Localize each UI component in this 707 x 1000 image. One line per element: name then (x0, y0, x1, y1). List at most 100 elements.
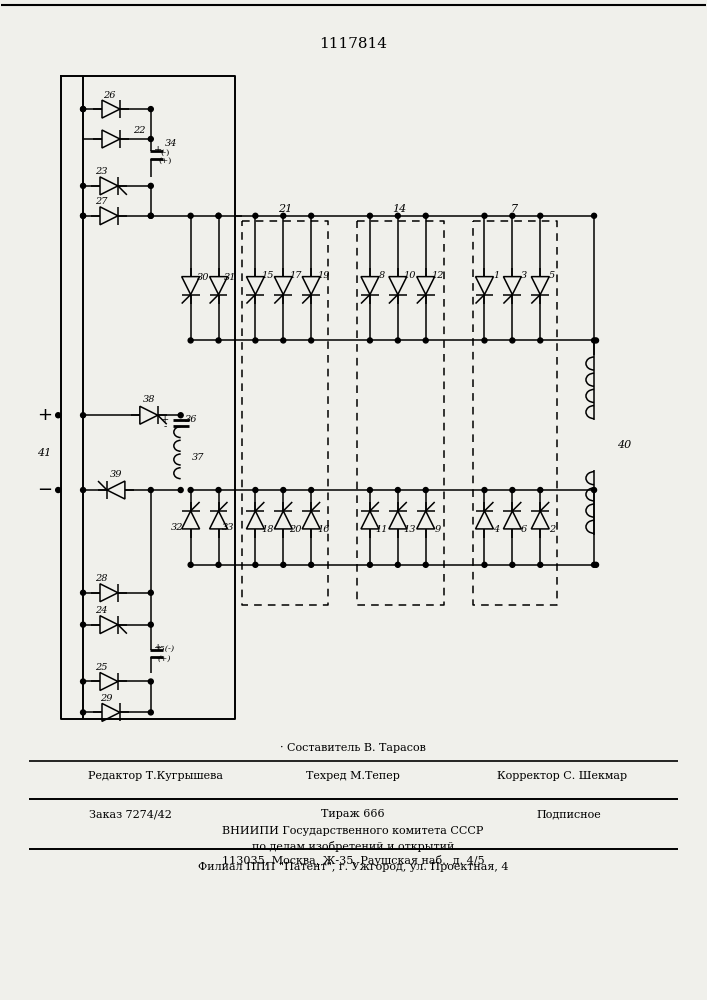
Circle shape (81, 107, 86, 112)
Text: 1117814: 1117814 (319, 37, 387, 51)
Circle shape (395, 213, 400, 218)
Text: 16: 16 (317, 525, 329, 534)
Text: 4: 4 (493, 525, 500, 534)
Circle shape (148, 622, 153, 627)
Circle shape (423, 213, 428, 218)
Circle shape (56, 413, 61, 418)
Circle shape (368, 488, 373, 493)
Text: Подписное: Подписное (537, 809, 602, 819)
Circle shape (148, 710, 153, 715)
Circle shape (538, 488, 543, 493)
Circle shape (368, 338, 373, 343)
Text: +: + (160, 415, 169, 424)
Circle shape (81, 622, 86, 627)
Text: 13: 13 (404, 525, 416, 534)
Circle shape (281, 213, 286, 218)
Text: 36: 36 (185, 415, 197, 424)
Text: 27: 27 (95, 197, 107, 206)
Circle shape (538, 213, 543, 218)
Circle shape (81, 679, 86, 684)
Text: (+): (+) (158, 655, 172, 663)
Circle shape (81, 590, 86, 595)
Circle shape (81, 488, 86, 493)
Circle shape (216, 562, 221, 567)
Text: Заказ 7274/42: Заказ 7274/42 (90, 809, 173, 819)
Circle shape (81, 183, 86, 188)
Text: -: - (156, 654, 159, 663)
Text: · Составитель В. Тарасов: · Составитель В. Тарасов (280, 743, 426, 753)
Circle shape (281, 488, 286, 493)
Circle shape (592, 562, 597, 567)
Text: 8: 8 (379, 271, 385, 280)
Text: 37: 37 (192, 453, 205, 462)
Text: 19: 19 (317, 271, 329, 280)
Circle shape (592, 338, 597, 343)
Circle shape (368, 562, 373, 567)
Text: 21: 21 (278, 204, 293, 214)
Text: 1: 1 (493, 271, 500, 280)
Text: 29: 29 (100, 694, 112, 703)
Text: 24: 24 (95, 606, 107, 615)
Text: Техред М.Тепер: Техред М.Тепер (306, 771, 400, 781)
Text: 6: 6 (521, 525, 527, 534)
Circle shape (148, 213, 153, 218)
Text: 15: 15 (261, 271, 274, 280)
Circle shape (216, 338, 221, 343)
Circle shape (423, 562, 428, 567)
Text: 5: 5 (549, 271, 555, 280)
Text: 26: 26 (103, 91, 115, 100)
Circle shape (309, 488, 314, 493)
Circle shape (309, 338, 314, 343)
Circle shape (148, 183, 153, 188)
Text: 14: 14 (392, 204, 407, 214)
Circle shape (368, 213, 373, 218)
Circle shape (148, 590, 153, 595)
Text: +: + (153, 145, 162, 154)
Circle shape (510, 488, 515, 493)
Circle shape (216, 213, 221, 218)
Circle shape (148, 488, 153, 493)
Circle shape (56, 488, 61, 493)
Circle shape (81, 213, 86, 218)
Circle shape (538, 562, 543, 567)
Circle shape (178, 488, 183, 493)
Text: 12: 12 (431, 271, 444, 280)
Circle shape (482, 213, 487, 218)
Text: 3: 3 (521, 271, 527, 280)
Circle shape (253, 488, 258, 493)
Circle shape (216, 488, 221, 493)
Text: 17: 17 (289, 271, 301, 280)
Circle shape (592, 213, 597, 218)
Text: 11: 11 (375, 525, 388, 534)
Text: по делам изобретений и открытий: по делам изобретений и открытий (252, 841, 454, 852)
Text: 28: 28 (95, 574, 107, 583)
Circle shape (482, 338, 487, 343)
Circle shape (81, 213, 86, 218)
Text: 32: 32 (170, 523, 183, 532)
Text: 113035, Москва, Ж-35, Раушская наб., д. 4/5: 113035, Москва, Ж-35, Раушская наб., д. … (222, 855, 484, 866)
Text: 34: 34 (165, 139, 177, 148)
Text: Тираж 666: Тираж 666 (321, 809, 385, 819)
Text: 25: 25 (95, 663, 107, 672)
Text: −: − (37, 481, 52, 499)
Circle shape (188, 213, 193, 218)
Circle shape (178, 413, 183, 418)
Circle shape (594, 338, 599, 343)
Text: 39: 39 (110, 470, 122, 479)
Circle shape (309, 213, 314, 218)
Circle shape (395, 338, 400, 343)
Text: 33: 33 (222, 523, 235, 532)
Text: 18: 18 (261, 525, 274, 534)
Circle shape (188, 338, 193, 343)
Circle shape (148, 213, 153, 218)
Text: 7: 7 (510, 204, 518, 214)
Text: Корректор С. Шекмар: Корректор С. Шекмар (497, 771, 627, 781)
Text: (+): (+) (158, 157, 171, 165)
Circle shape (281, 338, 286, 343)
Circle shape (482, 488, 487, 493)
Text: 22: 22 (133, 126, 145, 135)
Text: 31: 31 (224, 273, 237, 282)
Circle shape (510, 562, 515, 567)
Text: 9: 9 (435, 525, 440, 534)
Text: 20: 20 (289, 525, 301, 534)
